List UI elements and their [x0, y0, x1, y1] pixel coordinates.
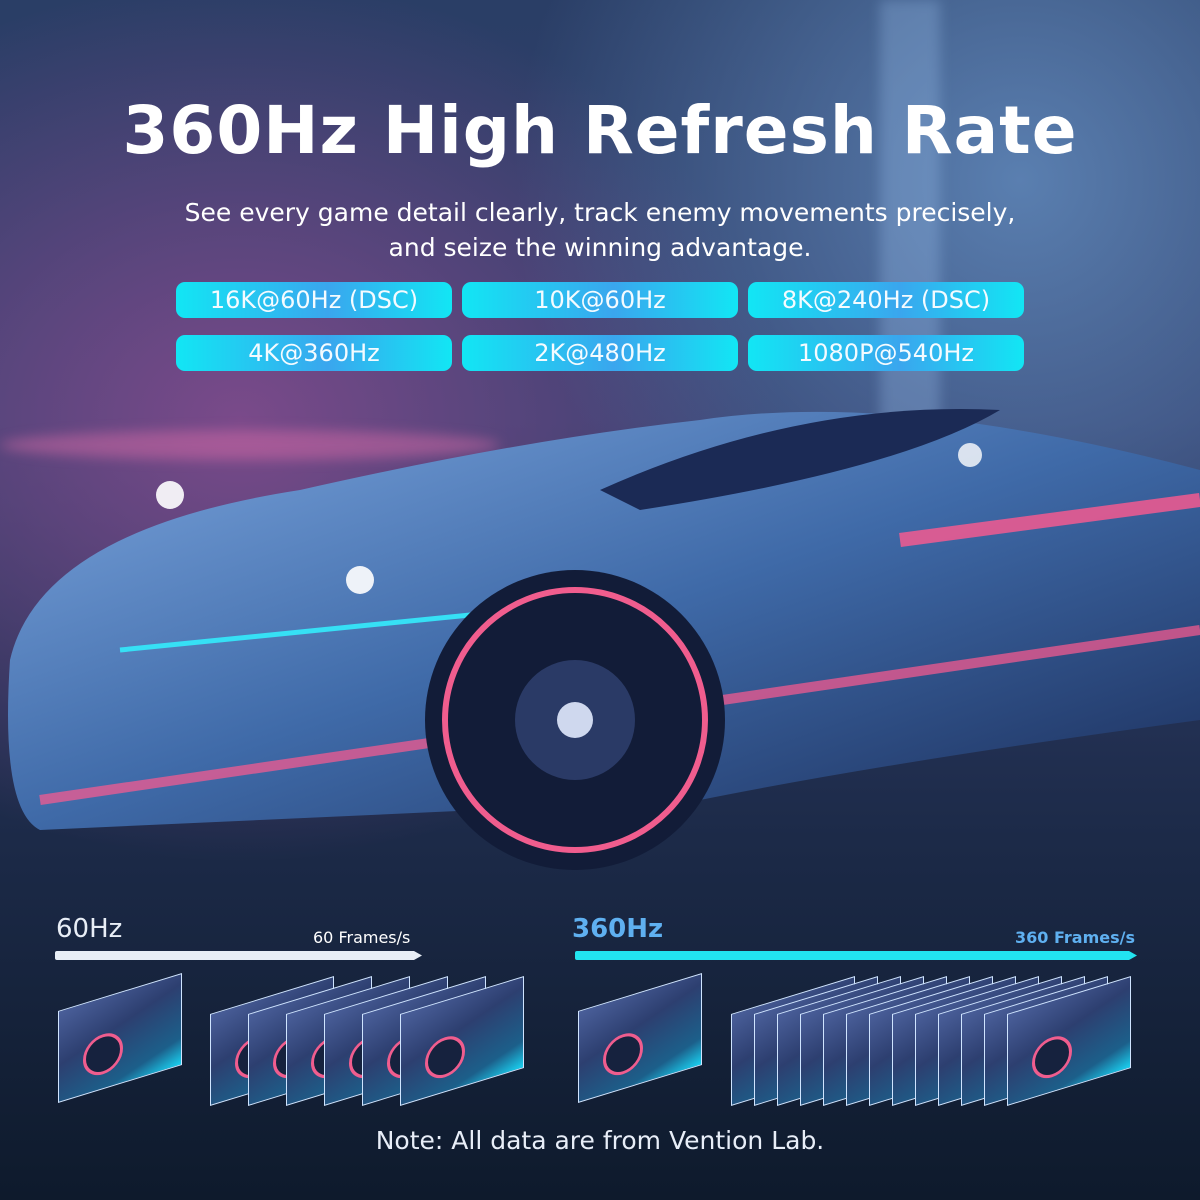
- frames-360: 360 Frames/s: [1015, 928, 1135, 947]
- subtitle: See every game detail clearly, track ene…: [0, 195, 1200, 265]
- subtitle-line-2: and seize the winning advantage.: [388, 233, 812, 262]
- spec-badge: 16K@60Hz (DSC): [176, 282, 452, 318]
- page-title: 360Hz High Refresh Rate: [122, 92, 1078, 169]
- light-beam: [0, 430, 500, 460]
- subtitle-line-1: See every game detail clearly, track ene…: [184, 198, 1016, 227]
- spec-badge: 10K@60Hz: [462, 282, 738, 318]
- video-frame: [578, 973, 702, 1103]
- label-360hz: 360Hz: [572, 914, 664, 944]
- spec-grid: 16K@60Hz (DSC) 10K@60Hz 8K@240Hz (DSC) 4…: [176, 282, 1024, 371]
- timeline-bar-60hz: [55, 951, 422, 960]
- sports-car-illustration: [8, 409, 1200, 870]
- spec-badge: 8K@240Hz (DSC): [748, 282, 1024, 318]
- timeline-bar-360hz: [575, 951, 1137, 960]
- label-60hz: 60Hz: [56, 914, 123, 944]
- video-frame: [58, 973, 182, 1103]
- spec-badge: 2K@480Hz: [462, 335, 738, 371]
- frames-60: 60 Frames/s: [313, 928, 411, 947]
- spec-badge: 1080P@540Hz: [748, 335, 1024, 371]
- footnote: Note: All data are from Vention Lab.: [375, 1126, 825, 1155]
- spec-badge: 4K@360Hz: [176, 335, 452, 371]
